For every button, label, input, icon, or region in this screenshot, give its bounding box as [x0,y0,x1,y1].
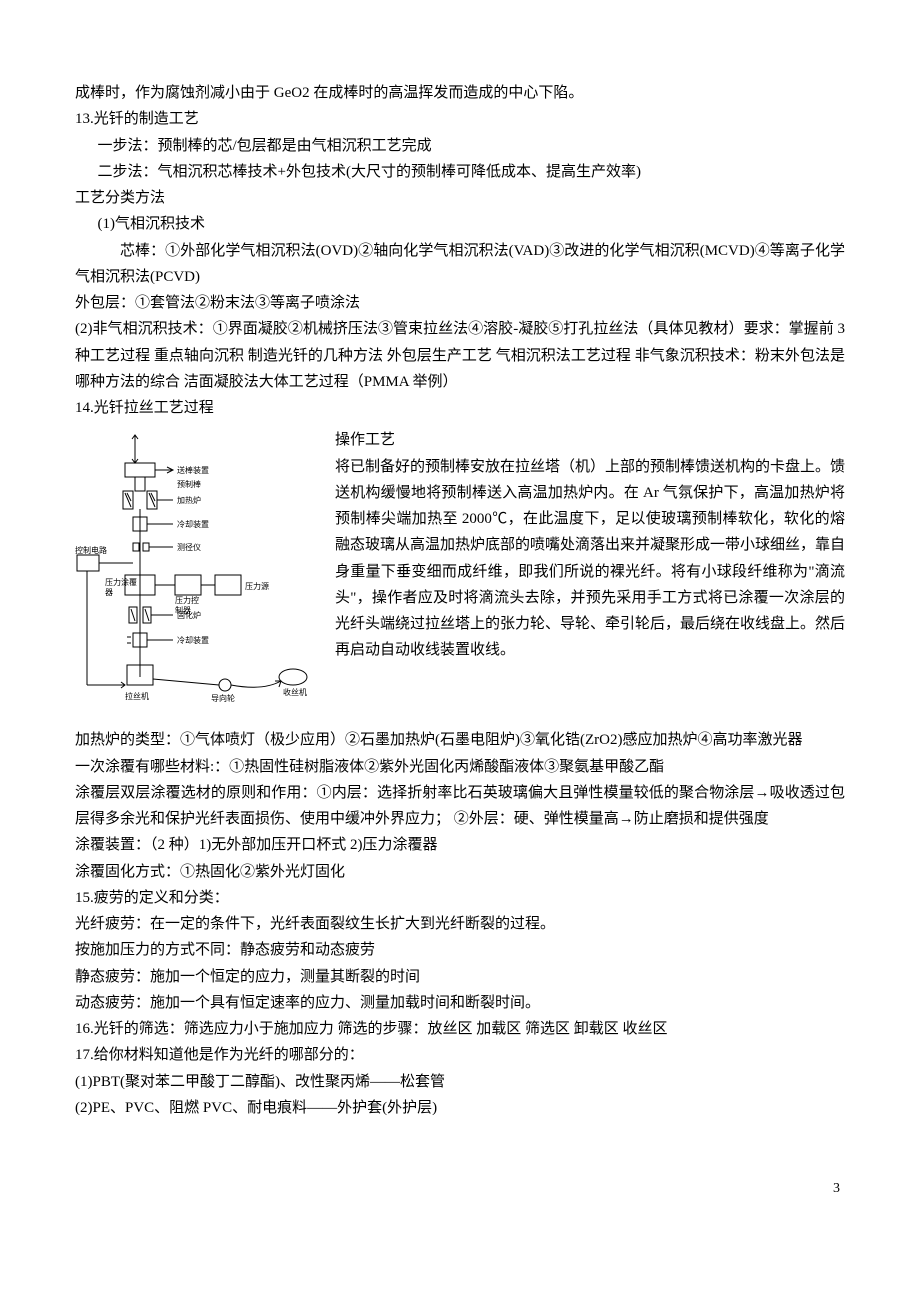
heading-16: 16.光钎的筛选：筛选应力小于施加应力 筛选的步骤：放丝区 加载区 筛选区 卸载… [75,1016,845,1042]
heading-13: 13.光钎的制造工艺 [75,106,845,132]
label-drawing-machine: 拉丝机 [125,691,149,701]
paragraph: 外包层：①套管法②粉末法③等离子喷涂法 [75,290,845,316]
paragraph: (1)气相沉积技术 [75,211,845,237]
drawing-tower-diagram: 送棒装置 预制棒 加热炉 冷却装置 测径仪 控制电路 压力涂覆器 压力控制器 压… [75,427,335,717]
label-takeup: 收丝机 [283,687,307,697]
label-cooling-2: 冷却装置 [177,635,209,645]
page-number: 3 [0,1161,920,1237]
label-furnace: 加热炉 [177,495,201,505]
side-body: 将已制备好的预制棒安放在拉丝塔（机）上部的预制棒馈送机构的卡盘上。馈送机构缓慢地… [335,454,845,664]
label-feed-device: 送棒装置 [177,465,209,475]
label-pressure-coater: 压力涂覆器 [105,577,137,597]
label-guide-wheel: 导向轮 [211,693,235,703]
paragraph: 成棒时，作为腐蚀剂减小由于 GeO2 在成棒时的高温挥发而造成的中心下陷。 [75,80,845,106]
document-page: 成棒时，作为腐蚀剂减小由于 GeO2 在成棒时的高温挥发而造成的中心下陷。 13… [0,0,920,1161]
paragraph: 工艺分类方法 [75,185,845,211]
paragraph: 芯棒：①外部化学气相沉积法(OVD)②轴向化学气相沉积法(VAD)③改进的化学气… [75,238,845,291]
label-diameter-gauge: 测径仪 [177,542,201,552]
label-pressure-source: 压力源 [245,581,269,591]
paragraph: 按施加压力的方式不同：静态疲劳和动态疲劳 [75,937,845,963]
paragraph: (2)非气相沉积技术：①界面凝胶②机械挤压法③管束拉丝法④溶胶-凝胶⑤打孔拉丝法… [75,316,845,395]
heading-15: 15.疲劳的定义和分类： [75,885,845,911]
paragraph: 动态疲劳：施加一个具有恒定速率的应力、测量加载时间和断裂时间。 [75,990,845,1016]
paragraph: (1)PBT(聚对苯二甲酸丁二醇酯)、改性聚丙烯——松套管 [75,1069,845,1095]
label-curing-oven: 固化炉 [177,610,201,620]
diagram-and-text-row: 送棒装置 预制棒 加热炉 冷却装置 测径仪 控制电路 压力涂覆器 压力控制器 压… [75,427,845,717]
paragraph: (2)PE、PVC、阻燃 PVC、耐电痕料——外护套(外护层) [75,1095,845,1121]
paragraph: 一次涂覆有哪些材料:：①热固性硅树脂液体②紫外光固化丙烯酸酯液体③聚氨基甲酸乙酯 [75,754,845,780]
label-control-circuit: 控制电路 [75,545,107,555]
paragraph: 涂覆装置：（2 种）1)无外部加压开口杯式 2)压力涂覆器 [75,832,845,858]
heading-17: 17.给你材料知道他是作为光纤的哪部分的： [75,1042,845,1068]
label-cooling: 冷却装置 [177,519,209,529]
label-preform: 预制棒 [177,479,201,489]
paragraph: 静态疲劳：施加一个恒定的应力，测量其断裂的时间 [75,964,845,990]
paragraph: 涂覆固化方式：①热固化②紫外光灯固化 [75,859,845,885]
paragraph: 涂覆层双层涂覆选材的原则和作用：①内层：选择折射率比石英玻璃偏大且弹性模量较低的… [75,780,845,833]
heading-14: 14.光钎拉丝工艺过程 [75,395,845,421]
paragraph: 加热炉的类型：①气体喷灯（极少应用）②石墨加热炉(石墨电阻炉)③氧化锆(ZrO2… [75,727,845,753]
paragraph: 二步法：气相沉积芯棒技术+外包技术(大尺寸的预制棒可降低成本、提高生产效率) [75,159,845,185]
side-heading: 操作工艺 [335,427,845,453]
paragraph: 光纤疲劳：在一定的条件下，光纤表面裂纹生长扩大到光纤断裂的过程。 [75,911,845,937]
operation-process-text: 操作工艺 将已制备好的预制棒安放在拉丝塔（机）上部的预制棒馈送机构的卡盘上。馈送… [335,427,845,663]
paragraph: 一步法：预制棒的芯/包层都是由气相沉积工艺完成 [75,133,845,159]
